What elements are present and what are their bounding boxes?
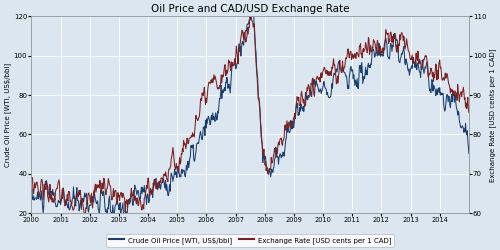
Exchange Rate [USD cents per 1 CAD] — [28, 176, 34, 179]
Line: Exchange Rate [USD cents per 1 CAD]: Exchange Rate [USD cents per 1 CAD] — [32, 17, 469, 217]
Exchange Rate [USD cents per 1 CAD] — [247, 15, 253, 18]
Crude Oil Price [WTI, US$/bbl] — [118, 217, 124, 220]
Exchange Rate [USD cents per 1 CAD] — [436, 60, 442, 64]
Exchange Rate [USD cents per 1 CAD] — [466, 111, 472, 114]
Crude Oil Price [WTI, US$/bbl] — [440, 92, 446, 95]
Crude Oil Price [WTI, US$/bbl] — [436, 91, 442, 94]
Legend: Crude Oil Price [WTI, US$/bbl], Exchange Rate [USD cents per 1 CAD]: Crude Oil Price [WTI, US$/bbl], Exchange… — [106, 234, 394, 246]
Crude Oil Price [WTI, US$/bbl] — [431, 85, 437, 88]
Title: Oil Price and CAD/USD Exchange Rate: Oil Price and CAD/USD Exchange Rate — [151, 4, 349, 14]
Y-axis label: Crude Oil Price [WTI, US$/bbl]: Crude Oil Price [WTI, US$/bbl] — [4, 63, 11, 167]
Y-axis label: Exchange Rate [USD cents per 1 CAD]: Exchange Rate [USD cents per 1 CAD] — [489, 48, 496, 182]
Exchange Rate [USD cents per 1 CAD] — [135, 204, 141, 207]
Exchange Rate [USD cents per 1 CAD] — [214, 83, 220, 86]
Line: Crude Oil Price [WTI, US$/bbl]: Crude Oil Price [WTI, US$/bbl] — [32, 10, 469, 219]
Exchange Rate [USD cents per 1 CAD] — [440, 77, 446, 80]
Exchange Rate [USD cents per 1 CAD] — [145, 176, 151, 180]
Crude Oil Price [WTI, US$/bbl] — [214, 118, 220, 122]
Crude Oil Price [WTI, US$/bbl] — [28, 189, 34, 192]
Crude Oil Price [WTI, US$/bbl] — [145, 195, 151, 198]
Crude Oil Price [WTI, US$/bbl] — [466, 152, 472, 155]
Exchange Rate [USD cents per 1 CAD] — [82, 216, 87, 219]
Crude Oil Price [WTI, US$/bbl] — [250, 8, 256, 11]
Exchange Rate [USD cents per 1 CAD] — [431, 73, 437, 76]
Crude Oil Price [WTI, US$/bbl] — [135, 189, 141, 192]
